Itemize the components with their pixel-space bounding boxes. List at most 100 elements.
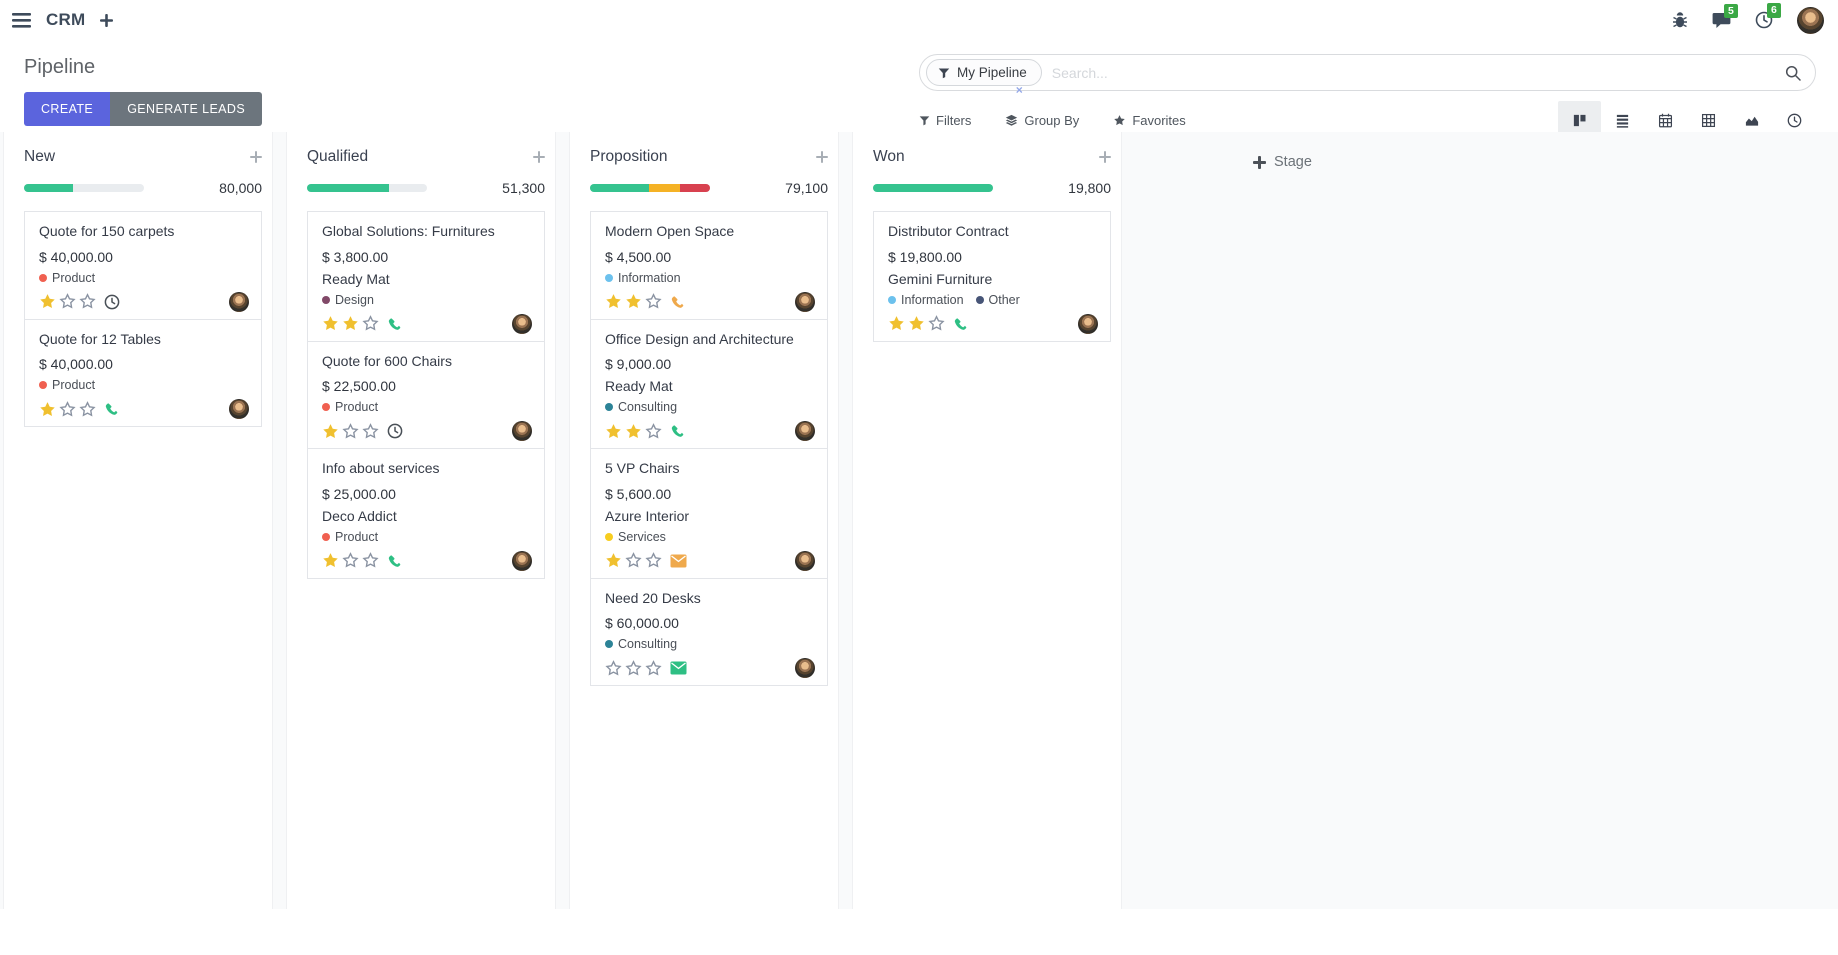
star-filled-icon[interactable] bbox=[39, 293, 56, 310]
progress-segment[interactable] bbox=[648, 184, 680, 192]
star-empty-icon[interactable] bbox=[928, 315, 945, 332]
priority-stars[interactable] bbox=[39, 293, 96, 310]
star-filled-icon[interactable] bbox=[908, 315, 925, 332]
salesperson-avatar[interactable] bbox=[229, 399, 249, 419]
star-empty-icon[interactable] bbox=[645, 552, 662, 569]
star-filled-icon[interactable] bbox=[625, 293, 642, 310]
activity-phone-icon[interactable] bbox=[670, 423, 686, 439]
salesperson-avatar[interactable] bbox=[512, 313, 532, 334]
column-progressbar[interactable] bbox=[24, 184, 144, 192]
activity-clock-icon[interactable] bbox=[387, 423, 403, 439]
star-filled-icon[interactable] bbox=[888, 315, 905, 332]
apps-menu-icon[interactable] bbox=[12, 12, 31, 28]
calendar-view-button[interactable] bbox=[1644, 101, 1687, 139]
kanban-card[interactable]: Modern Open Space $ 4,500.00 Information bbox=[590, 211, 828, 320]
column-progressbar[interactable] bbox=[307, 184, 427, 192]
star-empty-icon[interactable] bbox=[362, 552, 379, 569]
quick-add-icon[interactable] bbox=[1099, 151, 1111, 163]
activity-phone-icon[interactable] bbox=[387, 553, 403, 569]
salesperson-avatar[interactable] bbox=[795, 658, 815, 678]
priority-stars[interactable] bbox=[39, 400, 96, 418]
kanban-card[interactable]: Quote for 150 carpets $ 40,000.00 Product bbox=[24, 211, 262, 320]
progress-segment[interactable] bbox=[307, 184, 389, 192]
search-icon[interactable] bbox=[1785, 65, 1801, 81]
star-filled-icon[interactable] bbox=[322, 423, 339, 440]
search-facet-my-pipeline[interactable]: My Pipeline × bbox=[926, 59, 1042, 97]
kanban-card[interactable]: Quote for 12 Tables $ 40,000.00 Product bbox=[24, 318, 262, 427]
star-filled-icon[interactable] bbox=[322, 552, 339, 569]
priority-stars[interactable] bbox=[605, 659, 662, 677]
star-empty-icon[interactable] bbox=[342, 422, 359, 440]
priority-stars[interactable] bbox=[322, 552, 379, 569]
quick-add-icon[interactable] bbox=[533, 151, 545, 163]
kanban-card[interactable]: 5 VP Chairs $ 5,600.00 Azure Interior Servi… bbox=[590, 448, 828, 579]
activity-clock-icon[interactable] bbox=[104, 294, 120, 310]
quick-add-icon[interactable] bbox=[250, 151, 262, 163]
priority-stars[interactable] bbox=[322, 422, 379, 440]
favorites-button[interactable]: Favorites bbox=[1113, 113, 1186, 128]
salesperson-avatar[interactable] bbox=[795, 550, 815, 571]
star-empty-icon[interactable] bbox=[645, 422, 662, 440]
kanban-card[interactable]: Quote for 600 Chairs $ 22,500.00 Product bbox=[307, 340, 545, 449]
activity-envelope-icon[interactable] bbox=[670, 661, 687, 675]
priority-stars[interactable] bbox=[605, 552, 662, 569]
star-empty-icon[interactable] bbox=[59, 293, 76, 310]
add-stage-button[interactable]: Stage bbox=[1253, 154, 1312, 170]
activity-envelope-icon[interactable] bbox=[670, 554, 687, 568]
star-filled-icon[interactable] bbox=[605, 552, 622, 569]
kanban-card[interactable]: Office Design and Architecture $ 9,000.00… bbox=[590, 318, 828, 449]
star-empty-icon[interactable] bbox=[79, 400, 96, 418]
add-menu-icon[interactable] bbox=[100, 13, 114, 27]
group-by-button[interactable]: Group By bbox=[1005, 113, 1079, 128]
activity-phone-icon[interactable] bbox=[953, 316, 969, 332]
progress-segment[interactable] bbox=[590, 184, 649, 192]
activities-clock-icon[interactable]: 6 bbox=[1755, 3, 1781, 29]
generate-leads-button[interactable]: GENERATE LEADS bbox=[110, 92, 263, 126]
priority-stars[interactable] bbox=[888, 315, 945, 332]
filters-button[interactable]: Filters bbox=[919, 113, 971, 128]
star-filled-icon[interactable] bbox=[605, 423, 622, 440]
progress-segment[interactable] bbox=[24, 184, 74, 192]
star-empty-icon[interactable] bbox=[362, 422, 379, 440]
activity-phone-icon[interactable] bbox=[104, 401, 120, 417]
pivot-view-button[interactable] bbox=[1687, 101, 1730, 139]
search-bar[interactable]: My Pipeline × bbox=[919, 54, 1816, 97]
star-empty-icon[interactable] bbox=[645, 659, 662, 677]
activity-phone-icon[interactable] bbox=[387, 316, 403, 332]
priority-stars[interactable] bbox=[605, 293, 662, 310]
salesperson-avatar[interactable] bbox=[795, 421, 815, 441]
quick-add-icon[interactable] bbox=[816, 151, 828, 163]
progress-segment[interactable] bbox=[873, 184, 993, 192]
salesperson-avatar[interactable] bbox=[1078, 313, 1098, 334]
star-empty-icon[interactable] bbox=[625, 552, 642, 569]
salesperson-avatar[interactable] bbox=[229, 291, 249, 312]
graph-view-button[interactable] bbox=[1730, 101, 1773, 139]
star-filled-icon[interactable] bbox=[625, 423, 642, 440]
star-empty-icon[interactable] bbox=[645, 293, 662, 310]
star-filled-icon[interactable] bbox=[39, 401, 56, 418]
activity-view-button[interactable] bbox=[1773, 101, 1816, 139]
user-avatar[interactable] bbox=[1797, 6, 1824, 34]
salesperson-avatar[interactable] bbox=[512, 421, 532, 441]
star-filled-icon[interactable] bbox=[342, 315, 359, 332]
salesperson-avatar[interactable] bbox=[795, 291, 815, 312]
priority-stars[interactable] bbox=[322, 315, 379, 332]
messages-icon[interactable]: 5 bbox=[1712, 3, 1738, 29]
progress-segment[interactable] bbox=[679, 184, 710, 192]
column-progressbar[interactable] bbox=[590, 184, 710, 192]
search-input[interactable] bbox=[1041, 64, 1785, 81]
debug-bug-icon[interactable] bbox=[1672, 11, 1688, 29]
create-button[interactable]: CREATE bbox=[24, 92, 111, 126]
star-empty-icon[interactable] bbox=[605, 659, 622, 677]
star-filled-icon[interactable] bbox=[605, 293, 622, 310]
star-empty-icon[interactable] bbox=[79, 293, 96, 310]
star-filled-icon[interactable] bbox=[322, 315, 339, 332]
salesperson-avatar[interactable] bbox=[512, 550, 532, 571]
remove-facet-icon[interactable]: × bbox=[1015, 83, 1023, 97]
kanban-card[interactable]: Need 20 Desks $ 60,000.00 Consulting bbox=[590, 577, 828, 686]
app-name[interactable]: CRM bbox=[46, 10, 86, 29]
star-empty-icon[interactable] bbox=[342, 552, 359, 569]
list-view-button[interactable] bbox=[1601, 101, 1644, 139]
star-empty-icon[interactable] bbox=[59, 400, 76, 418]
star-empty-icon[interactable] bbox=[625, 659, 642, 677]
